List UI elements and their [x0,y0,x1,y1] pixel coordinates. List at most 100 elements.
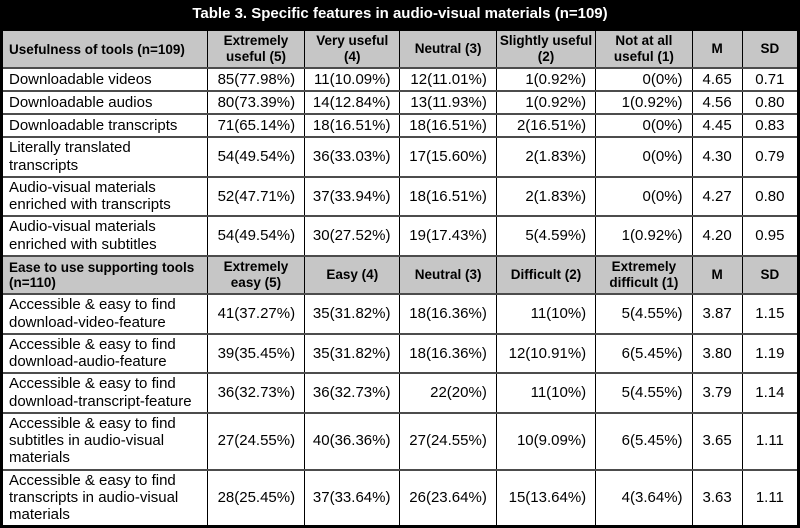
cell-value: 12(11.01%) [399,67,497,93]
table-row: Accessible & easy to find transcripts in… [1,468,800,528]
table-row: Accessible & easy to find download-trans… [1,372,800,414]
column-header-slightly-useful: Slightly useful (2) [495,28,597,70]
cell-value: 41(37.27%) [206,293,306,335]
cell-value: 36(32.73%) [206,372,306,414]
column-header-not-at-all-useful: Not at all useful (1) [595,28,693,70]
cell-value: 35(31.82%) [304,293,401,335]
cell-mean: 3.87 [691,293,743,335]
row-label: Accessible & easy to find download-trans… [1,372,208,414]
row-label: Audio-visual materials enriched with sub… [1,215,208,257]
cell-value: 54(49.54%) [206,136,306,178]
row-label: Literally translated transcripts [1,136,208,178]
cell-value: 39(35.45%) [206,332,306,375]
cell-value: 0(0%) [595,175,693,218]
column-header-sd-2: SD [741,254,800,296]
table-title: Table 3. Specific features in audio-visu… [0,0,800,28]
table-row: Downloadable videos 85(77.98%) 11(10.09%… [1,67,800,93]
cell-value: 27(24.55%) [206,411,306,471]
cell-value: 37(33.94%) [304,175,401,218]
cell-value: 22(20%) [399,372,497,414]
column-header-mean-2: M [691,254,743,296]
cell-value: 0(0%) [595,113,693,139]
column-header-extremely-useful: Extremely useful (5) [206,28,306,70]
cell-sd: 0.79 [741,136,800,178]
cell-value: 18(16.51%) [304,113,401,139]
cell-sd: 1.11 [741,468,800,528]
row-label: Accessible & easy to find transcripts in… [1,468,208,528]
cell-value: 18(16.36%) [399,332,497,375]
cell-mean: 3.63 [691,468,743,528]
cell-value: 13(11.93%) [399,90,497,116]
cell-value: 18(16.51%) [399,113,497,139]
cell-value: 11(10.09%) [304,67,401,93]
cell-value: 11(10%) [495,293,597,335]
cell-value: 1(0.92%) [495,90,597,116]
cell-sd: 0.71 [741,67,800,93]
row-label: Downloadable transcripts [1,113,208,139]
table-row: Downloadable transcripts 71(65.14%) 18(1… [1,113,800,139]
cell-value: 28(25.45%) [206,468,306,528]
cell-value: 71(65.14%) [206,113,306,139]
row-label: Accessible & easy to find download-audio… [1,332,208,375]
cell-value: 4(3.64%) [595,468,693,528]
cell-value: 5(4.55%) [595,293,693,335]
cell-sd: 0.80 [741,90,800,116]
section-label-usefulness: Usefulness of tools (n=109) [1,28,208,70]
section-label-ease: Ease to use supporting tools (n=110) [1,254,208,296]
cell-value: 36(33.03%) [304,136,401,178]
column-header-neutral-2: Neutral (3) [399,254,497,296]
cell-value: 19(17.43%) [399,215,497,257]
cell-value: 12(10.91%) [495,332,597,375]
cell-mean: 4.45 [691,113,743,139]
table-row: Downloadable audios 80(73.39%) 14(12.84%… [1,90,800,116]
table-row: Audio-visual materials enriched with sub… [1,215,800,257]
column-header-extremely-easy: Extremely easy (5) [206,254,306,296]
cell-sd: 0.83 [741,113,800,139]
cell-value: 6(5.45%) [595,332,693,375]
cell-mean: 4.20 [691,215,743,257]
cell-value: 2(16.51%) [495,113,597,139]
row-label: Downloadable audios [1,90,208,116]
cell-value: 0(0%) [595,67,693,93]
cell-mean: 3.65 [691,411,743,471]
column-header-easy: Easy (4) [304,254,401,296]
table-row: Accessible & easy to find download-audio… [1,332,800,375]
cell-value: 18(16.51%) [399,175,497,218]
row-label: Accessible & easy to find subtitles in a… [1,411,208,471]
cell-value: 40(36.36%) [304,411,401,471]
cell-sd: 1.19 [741,332,800,375]
cell-mean: 4.56 [691,90,743,116]
cell-value: 35(31.82%) [304,332,401,375]
row-label: Downloadable videos [1,67,208,93]
cell-value: 26(23.64%) [399,468,497,528]
cell-value: 27(24.55%) [399,411,497,471]
cell-sd: 1.11 [741,411,800,471]
cell-value: 52(47.71%) [206,175,306,218]
header-row-usefulness: Usefulness of tools (n=109) Extremely us… [1,28,800,70]
cell-value: 36(32.73%) [304,372,401,414]
cell-mean: 3.79 [691,372,743,414]
cell-value: 10(9.09%) [495,411,597,471]
table-row: Literally translated transcripts 54(49.5… [1,136,800,178]
cell-value: 5(4.59%) [495,215,597,257]
cell-value: 1(0.92%) [495,67,597,93]
cell-mean: 4.27 [691,175,743,218]
cell-value: 80(73.39%) [206,90,306,116]
cell-sd: 0.95 [741,215,800,257]
cell-value: 1(0.92%) [595,90,693,116]
cell-value: 11(10%) [495,372,597,414]
cell-value: 1(0.92%) [595,215,693,257]
table-row: Accessible & easy to find download-video… [1,293,800,335]
cell-value: 17(15.60%) [399,136,497,178]
column-header-neutral-1: Neutral (3) [399,28,497,70]
cell-sd: 0.80 [741,175,800,218]
cell-value: 14(12.84%) [304,90,401,116]
cell-value: 18(16.36%) [399,293,497,335]
cell-value: 37(33.64%) [304,468,401,528]
cell-value: 5(4.55%) [595,372,693,414]
cell-sd: 1.15 [741,293,800,335]
cell-value: 0(0%) [595,136,693,178]
cell-value: 30(27.52%) [304,215,401,257]
